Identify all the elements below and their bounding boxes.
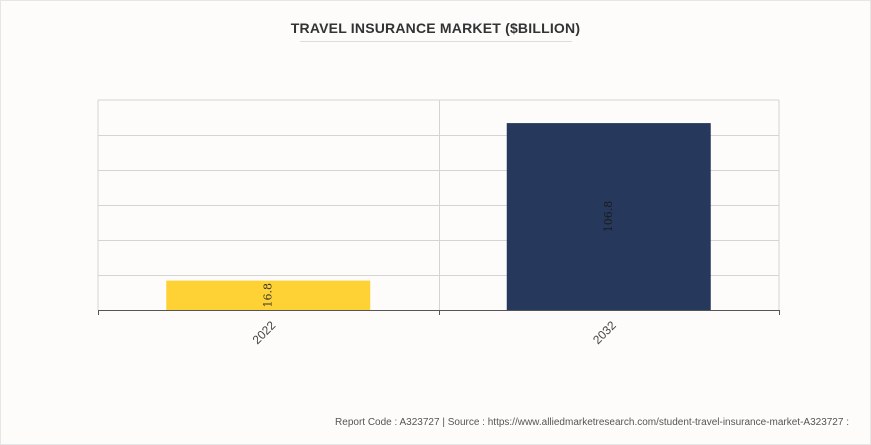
bar-2022 xyxy=(166,280,371,310)
bar-2032 xyxy=(506,123,711,310)
x-tick-label-2022: 2022 xyxy=(250,318,279,347)
x-axis: 2022 2032 xyxy=(98,310,780,347)
title-underline xyxy=(300,41,572,42)
bars: 16.8 106.8 xyxy=(166,123,711,310)
data-label-2032: 106.8 xyxy=(602,201,615,233)
source-footer: Report Code : A323727 | Source : https:/… xyxy=(335,417,849,428)
x-tick-label-2032: 2032 xyxy=(590,318,619,347)
data-label-2022: 16.8 xyxy=(262,283,275,308)
chart-title: TRAVEL INSURANCE MARKET ($BILLION) xyxy=(290,20,581,36)
